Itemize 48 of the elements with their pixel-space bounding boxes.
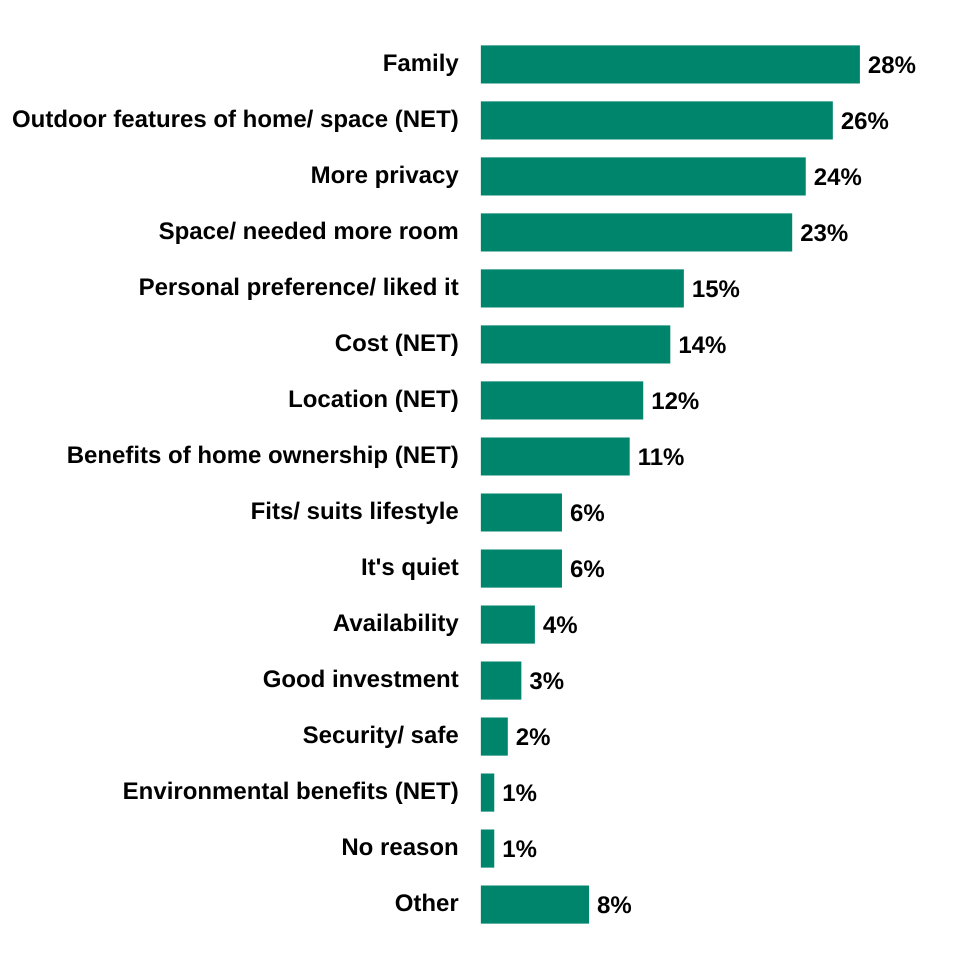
- bar: [480, 662, 522, 700]
- bar: [480, 549, 562, 588]
- y-tick-label: Outdoor features of home/ space (NET): [12, 106, 459, 134]
- bar: [480, 45, 860, 84]
- bar: [480, 101, 833, 140]
- y-tick-label: More privacy: [310, 162, 460, 190]
- y-tick-label: Fits/ suits lifestyle: [250, 498, 459, 526]
- data-label: 26%: [840, 108, 889, 136]
- data-label: 4%: [542, 612, 578, 640]
- bar: [480, 437, 630, 476]
- y-tick-label: Security/ safe: [302, 722, 459, 750]
- data-label: 23%: [800, 220, 848, 248]
- bar: [480, 381, 644, 420]
- data-label: 2%: [516, 724, 550, 752]
- bar: [480, 213, 792, 252]
- y-tick-label: Family: [382, 50, 460, 78]
- bar: [480, 605, 535, 644]
- y-tick-label: Space/ needed more room: [158, 218, 459, 246]
- y-tick-label: Personal preference/ liked it: [138, 274, 459, 302]
- data-label: 8%: [597, 892, 632, 920]
- data-label: 12%: [651, 388, 700, 416]
- data-label: 6%: [570, 500, 605, 528]
- bar: [480, 774, 494, 812]
- y-tick-label: Environmental benefits (NET): [122, 778, 459, 806]
- data-label: 11%: [638, 444, 684, 472]
- bar: [480, 325, 670, 364]
- y-tick-label: It's quiet: [361, 554, 459, 582]
- y-tick-label: No reason: [341, 834, 459, 862]
- y-tick-label: Good investment: [262, 666, 459, 694]
- y-tick-label: Location (NET): [288, 386, 459, 414]
- bar: [480, 269, 684, 308]
- y-tick-label: Benefits of home ownership (NET): [66, 442, 459, 470]
- data-label: 1%: [502, 780, 537, 808]
- data-label: 6%: [570, 556, 605, 584]
- data-label: 1%: [502, 836, 537, 864]
- data-label: 14%: [678, 332, 726, 360]
- y-tick-label: Availability: [332, 610, 460, 638]
- bar: [480, 493, 562, 532]
- data-label: 28%: [868, 52, 916, 80]
- y-tick-label: Cost (NET): [334, 330, 459, 358]
- data-label: 15%: [692, 276, 740, 304]
- bar: [480, 718, 508, 756]
- bar: [480, 886, 590, 924]
- bar: [480, 830, 494, 868]
- y-tick-label: Other: [394, 890, 459, 918]
- data-label: 3%: [529, 668, 564, 696]
- bar: [480, 157, 806, 196]
- data-label: 24%: [814, 164, 862, 192]
